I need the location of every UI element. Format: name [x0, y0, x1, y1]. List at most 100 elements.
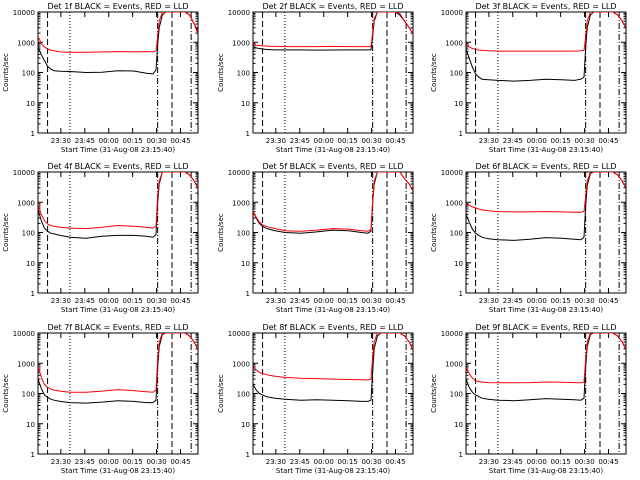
panel-2: Det 2f BLACK = Events, RED = LLD 1 10 100 10… [217, 2, 414, 154]
y-tick-label: 1000 [232, 199, 250, 207]
series-events [466, 333, 626, 402]
x-tick-label: 00:30 [146, 297, 166, 305]
x-tick-label: 23:45 [503, 297, 523, 305]
x-tick-label: 00:00 [314, 458, 334, 466]
series-events [253, 333, 413, 402]
x-tick-label: 00:00 [314, 297, 334, 305]
y-tick-label: 1000 [232, 360, 250, 368]
x-tick-label: 00:30 [361, 458, 381, 466]
x-tick-label: 00:30 [574, 297, 594, 305]
series-lld [253, 12, 413, 48]
y-tick-label: 100 [22, 70, 35, 78]
panel-3: Det 3f BLACK = Events, RED = LLD 1 10 100 10… [430, 2, 627, 154]
plot-frame [465, 332, 627, 455]
x-tick-label: 00:15 [551, 137, 571, 145]
series-lld [466, 333, 626, 384]
series-lld [38, 333, 198, 393]
series-lld [253, 333, 413, 381]
x-tick-label: 23:45 [75, 458, 95, 466]
x-tick-label: 00:30 [574, 458, 594, 466]
y-tick-label: 10 [241, 260, 250, 268]
x-tick-label: 23:45 [503, 137, 523, 145]
x-tick-label: 23:30 [479, 297, 499, 305]
y-tick-label: 1000 [17, 360, 35, 368]
x-tick-label: 00:45 [598, 458, 618, 466]
x-tick-label: 00:15 [123, 137, 143, 145]
plot-frame [465, 171, 627, 294]
panel-title: Det 9f BLACK = Events, RED = LLD [475, 323, 616, 332]
x-tick-label: 23:45 [75, 297, 95, 305]
series-lld [466, 12, 626, 52]
x-axis-label: Start Time (31-Aug-08 23:15:40) [61, 146, 175, 154]
y-tick-label: 1000 [232, 39, 250, 47]
y-axis-label: Counts/sec [430, 53, 438, 92]
series-lld [38, 12, 198, 53]
x-tick-label: 23:45 [290, 458, 310, 466]
panel-title: Det 4f BLACK = Events, RED = LLD [47, 162, 188, 171]
x-tick-label: 00:00 [99, 458, 119, 466]
y-tick-label: 10000 [228, 169, 250, 177]
series-lld [38, 172, 198, 230]
x-tick-label: 00:15 [551, 458, 571, 466]
panel-9: Det 9f BLACK = Events, RED = LLD 1 10 100 10… [430, 323, 627, 475]
y-axis-label: Counts/sec [2, 213, 10, 252]
y-tick-label: 1 [246, 451, 250, 459]
y-tick-label: 10 [454, 100, 463, 108]
y-tick-label: 1 [31, 290, 35, 298]
x-axis-label: Start Time (31-Aug-08 23:15:40) [489, 467, 603, 475]
y-tick-label: 10000 [13, 9, 35, 17]
y-tick-label: 10000 [228, 330, 250, 338]
x-tick-label: 00:15 [338, 137, 358, 145]
y-axis-label: Counts/sec [217, 53, 225, 92]
series-events [38, 172, 198, 239]
y-tick-label: 100 [237, 391, 250, 399]
panel-title: Det 2f BLACK = Events, RED = LLD [262, 2, 403, 11]
x-tick-label: 00:15 [338, 458, 358, 466]
x-tick-label: 23:30 [51, 137, 71, 145]
series-lld [253, 172, 413, 232]
y-tick-label: 1000 [445, 360, 463, 368]
y-tick-label: 10000 [441, 9, 463, 17]
y-tick-label: 1000 [445, 199, 463, 207]
plot-frame [37, 332, 199, 455]
x-tick-label: 00:30 [361, 137, 381, 145]
x-tick-label: 00:45 [385, 137, 405, 145]
plot-frame [37, 171, 199, 294]
y-tick-label: 10000 [441, 169, 463, 177]
y-tick-label: 10000 [228, 9, 250, 17]
panel-title: Det 6f BLACK = Events, RED = LLD [475, 162, 616, 171]
y-tick-label: 100 [237, 70, 250, 78]
x-tick-label: 00:30 [146, 458, 166, 466]
x-tick-label: 23:30 [266, 458, 286, 466]
y-axis-label: Counts/sec [430, 213, 438, 252]
x-tick-label: 23:30 [479, 137, 499, 145]
panel-4: Det 4f BLACK = Events, RED = LLD 1 10 100 10… [2, 162, 199, 314]
y-tick-label: 1 [459, 451, 463, 459]
x-axis-label: Start Time (31-Aug-08 23:15:40) [61, 306, 175, 314]
x-tick-label: 23:45 [290, 137, 310, 145]
plot-frame [37, 11, 199, 134]
x-tick-label: 00:00 [527, 297, 547, 305]
y-tick-label: 100 [450, 70, 463, 78]
x-axis-label: Start Time (31-Aug-08 23:15:40) [276, 146, 390, 154]
y-tick-label: 10 [454, 260, 463, 268]
x-axis-label: Start Time (31-Aug-08 23:15:40) [489, 146, 603, 154]
y-tick-label: 10 [241, 421, 250, 429]
x-axis-label: Start Time (31-Aug-08 23:15:40) [276, 306, 390, 314]
y-axis-label: Counts/sec [2, 374, 10, 413]
y-tick-label: 10000 [441, 330, 463, 338]
y-tick-label: 100 [22, 230, 35, 238]
series-events [466, 12, 626, 82]
x-tick-label: 00:45 [170, 458, 190, 466]
series-events [253, 172, 413, 234]
y-tick-label: 100 [450, 391, 463, 399]
y-tick-label: 10000 [13, 169, 35, 177]
x-tick-label: 23:30 [51, 297, 71, 305]
series-events [253, 12, 413, 51]
y-tick-label: 10000 [13, 330, 35, 338]
panel-title: Det 7f BLACK = Events, RED = LLD [47, 323, 188, 332]
x-tick-label: 00:15 [123, 458, 143, 466]
y-tick-label: 10 [26, 100, 35, 108]
y-tick-label: 1 [459, 290, 463, 298]
